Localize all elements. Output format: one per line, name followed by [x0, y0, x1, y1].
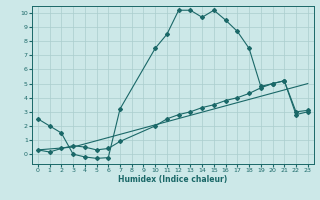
X-axis label: Humidex (Indice chaleur): Humidex (Indice chaleur): [118, 175, 228, 184]
